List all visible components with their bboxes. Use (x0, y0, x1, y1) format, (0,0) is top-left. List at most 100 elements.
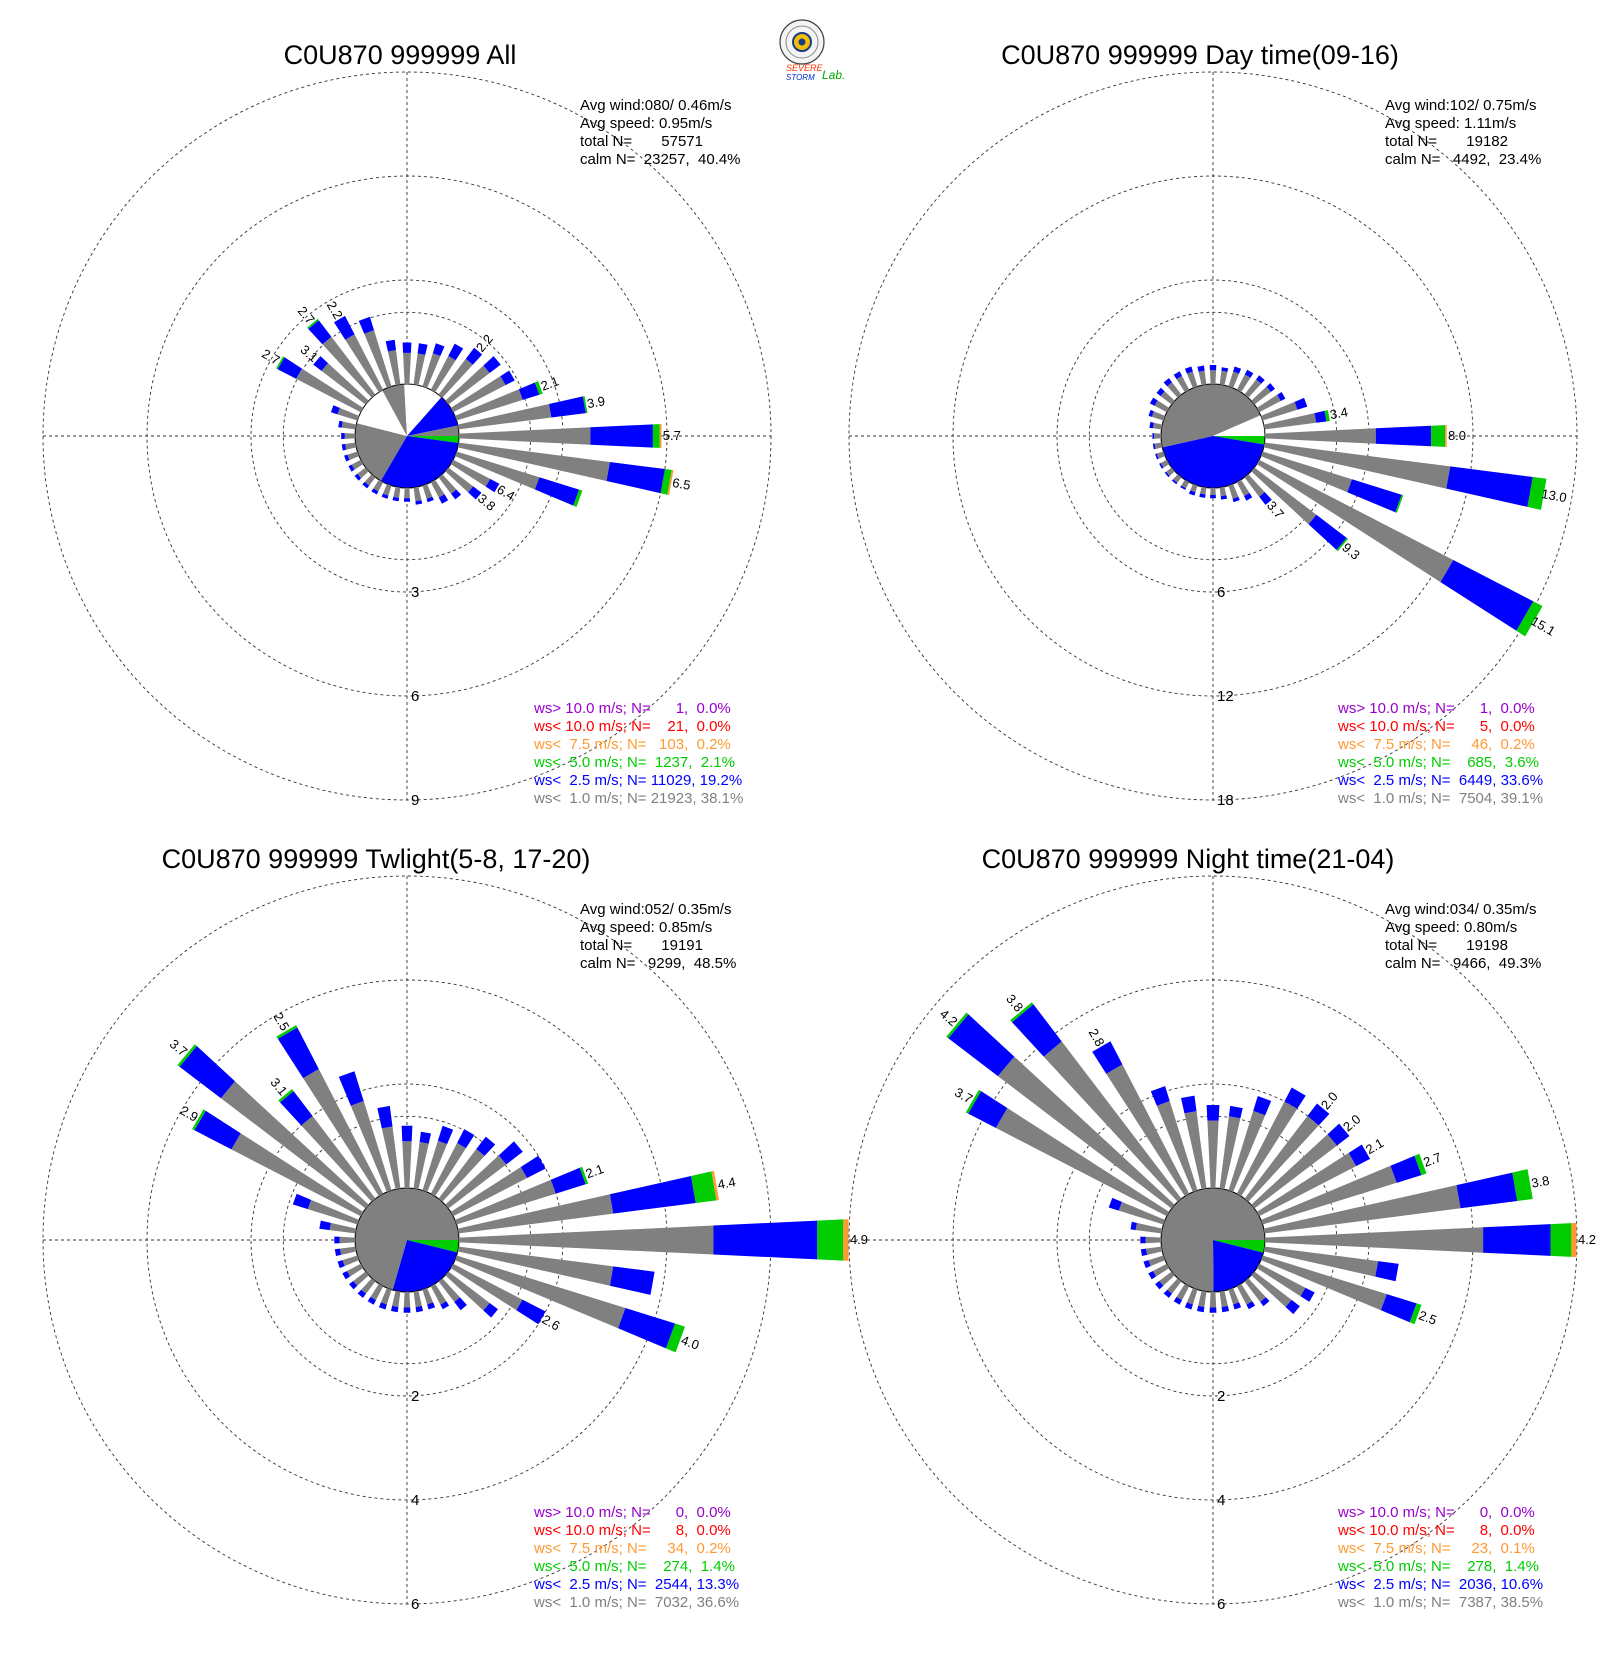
bar-segment (337, 1260, 345, 1269)
bar-segment (1261, 451, 1352, 493)
bar-segment (1152, 433, 1155, 439)
bar-segment (1256, 375, 1265, 384)
bar-value-label: 8.0 (1448, 428, 1466, 443)
logo-text-lab: Lab. (822, 68, 845, 82)
bar-segment (1395, 494, 1404, 513)
legend-item: ws< 5.0 m/s; N= 278, 1.4% (1337, 1558, 1539, 1575)
bar-segment (438, 358, 473, 398)
ring-label: 9 (411, 792, 419, 809)
calm-pie-slice (1213, 1240, 1265, 1253)
bar-segment (422, 484, 433, 499)
bar-segment (1244, 492, 1253, 501)
wind-rose-panel-nighttime: C0U870 999999 Night time(21-04) 2462.02.… (848, 844, 1596, 1613)
bar-segment (843, 1219, 849, 1261)
bar-segment (457, 1194, 614, 1234)
calm-pie-slice (1213, 415, 1265, 436)
bar-segment (367, 1296, 376, 1305)
bar-segment (1092, 1041, 1123, 1074)
ring-label: 4 (1217, 1492, 1225, 1509)
bar-segment (476, 1136, 496, 1156)
bar-segment (438, 474, 457, 494)
ring-label: 6 (411, 1596, 419, 1613)
bar-segment (387, 350, 401, 386)
bar-segment (1159, 463, 1164, 469)
bar-segment (1228, 371, 1240, 388)
bar-segment (1512, 1169, 1533, 1201)
bar-segment (1209, 1307, 1217, 1313)
bar-value-label: 5.7 (663, 428, 681, 443)
legend-item: ws< 10.0 m/s; N= 8, 0.0% (1337, 1522, 1535, 1539)
bar-segment (995, 1108, 1170, 1217)
bar-segment (711, 1170, 719, 1201)
bar-segment (277, 1027, 319, 1079)
bar-segment (280, 1091, 313, 1126)
bar-segment (1156, 451, 1165, 459)
bar-segment (422, 353, 441, 388)
stat-avg-speed: Avg speed: 0.95m/s (580, 115, 712, 132)
bar-value-label: 3.4 (1329, 404, 1349, 422)
bar-segment (518, 382, 540, 400)
bar-segment (344, 433, 356, 439)
bar-segment (334, 1236, 340, 1244)
bar-segment (339, 1236, 356, 1244)
bar-segment (1152, 1263, 1170, 1277)
stat-avg-wind: Avg wind:102/ 0.75m/s (1385, 97, 1536, 114)
bar-segment (483, 1303, 498, 1318)
bar-segment (1440, 560, 1534, 631)
bar-segment (468, 486, 482, 500)
bar-segment (370, 1283, 384, 1301)
bar-segment (582, 396, 588, 414)
bar-segment (457, 442, 610, 481)
bar-segment (1188, 490, 1196, 496)
bar-segment (1154, 400, 1170, 413)
bar-segment (440, 1301, 450, 1310)
bar-segment (357, 1289, 366, 1298)
legend-item: ws< 5.0 m/s; N= 274, 1.4% (533, 1558, 735, 1575)
bar-segment (500, 370, 515, 386)
calm-pie-slice (404, 384, 442, 436)
bar-segment (1160, 391, 1175, 405)
bar-segment (1527, 477, 1547, 510)
stat-calm-n: calm N= 23257, 40.4% (580, 151, 741, 168)
bar-segment (667, 469, 674, 496)
bar-segment (1140, 1236, 1146, 1244)
bar-segment (1516, 601, 1543, 637)
bar-segment (296, 368, 364, 413)
bar-segment (277, 357, 302, 379)
bar-segment (1159, 1271, 1175, 1286)
bar-value-label: 13.0 (1540, 486, 1568, 505)
bar-segment (321, 363, 369, 405)
bar-segment (1228, 1288, 1240, 1305)
bar-segment (231, 1133, 364, 1217)
bar-segment (609, 1266, 655, 1295)
bar-segment (1219, 486, 1227, 497)
stats-block: Avg wind:034/ 0.35m/s Avg speed: 0.80m/s… (1385, 901, 1541, 972)
storm-lab-logo: SEVERE STORM Lab. (779, 19, 845, 82)
bar-segment (1261, 1165, 1397, 1225)
legend-item: ws> 10.0 m/s; N= 0, 0.0% (1337, 1504, 1535, 1521)
bar-segment (448, 343, 464, 361)
bar-segment (1263, 1246, 1379, 1277)
bar-segment (465, 347, 483, 365)
bar-segment (220, 1081, 369, 1209)
bar-segment (1414, 1153, 1427, 1176)
legend-item: ws< 10.0 m/s; N= 8, 0.0% (533, 1522, 731, 1539)
bar-value-label: 3.9 (586, 393, 606, 411)
stat-calm-n: calm N= 4492, 23.4% (1385, 151, 1541, 168)
bar-segment (455, 1255, 626, 1329)
bar-segment (1236, 1101, 1298, 1197)
bar-segment (1150, 1086, 1170, 1106)
bar-segment (430, 1283, 447, 1305)
bar-value-label: 6.5 (671, 475, 691, 493)
bar-segment (1259, 492, 1272, 505)
wind-rose-panel-twilight: C0U870 999999 Twlight(5-8, 17-20) 2 4 6 2.1… (42, 844, 868, 1613)
bar-segment (1244, 1115, 1319, 1202)
bar-segment (353, 1271, 369, 1286)
bar-segment (1043, 1041, 1182, 1202)
bar-segment (347, 451, 359, 461)
bar-segment (1167, 382, 1182, 398)
panel-title: C0U870 999999 Day time(09-16) (1001, 40, 1399, 70)
bar-segment (1380, 1294, 1417, 1323)
bar-segment (1207, 1120, 1219, 1189)
bar-segment (319, 1220, 331, 1231)
